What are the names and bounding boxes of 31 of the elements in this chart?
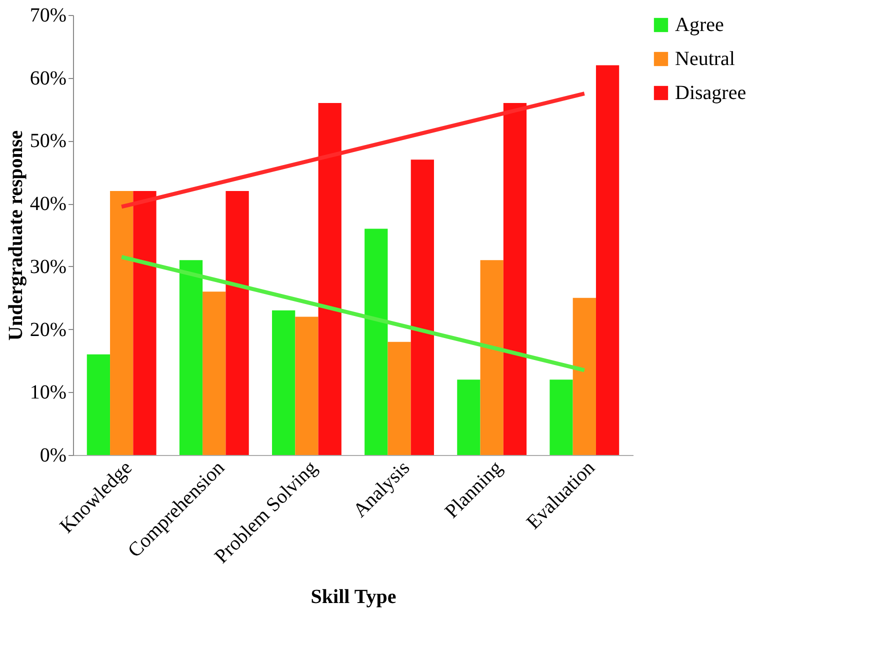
bar: [110, 191, 134, 455]
y-tick-label: 40%: [30, 193, 66, 216]
bar: [272, 310, 296, 455]
x-axis-title: Skill Type: [310, 586, 396, 608]
bar: [572, 298, 596, 455]
bar: [226, 191, 249, 455]
bar: [388, 342, 411, 455]
legend-label: Agree: [675, 14, 724, 36]
bar: [480, 260, 504, 455]
bar: [295, 316, 318, 455]
bar: [318, 103, 342, 455]
y-tick-label: 20%: [30, 318, 66, 341]
bar: [596, 65, 620, 455]
bar: [179, 260, 203, 455]
bar: [503, 103, 527, 455]
y-tick-label: 50%: [30, 130, 66, 152]
y-tick-label: 10%: [30, 382, 66, 404]
bar: [364, 228, 388, 455]
y-tick-label: 30%: [30, 256, 66, 278]
bar: [202, 292, 226, 455]
legend-label: Disagree: [675, 82, 746, 104]
y-tick-label: 70%: [30, 4, 66, 26]
bar: [550, 380, 573, 455]
bar: [133, 191, 156, 455]
legend-label: Neutral: [675, 48, 736, 70]
y-axis-title: Undergraduate response: [4, 130, 27, 341]
bar: [86, 354, 110, 455]
bar: [457, 380, 480, 455]
y-tick-label: 60%: [30, 67, 66, 90]
bar: [410, 160, 434, 455]
y-tick-label: 0%: [40, 444, 66, 466]
